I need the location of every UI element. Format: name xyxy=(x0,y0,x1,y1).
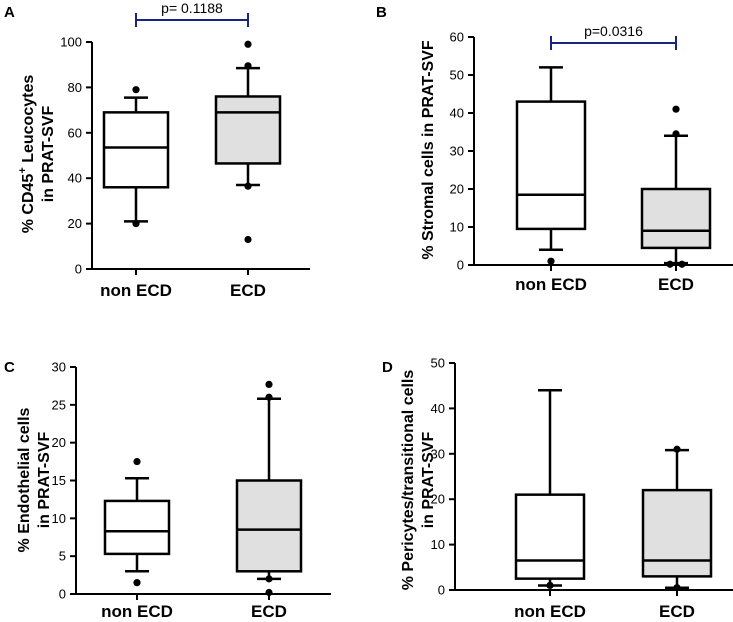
outlier-point xyxy=(244,235,252,244)
p-value-label: p=0.0316 xyxy=(584,23,643,39)
outlier-point xyxy=(673,584,681,592)
outlier-point xyxy=(672,105,680,113)
outlier-point xyxy=(666,260,674,268)
y-tick-label: 0 xyxy=(75,262,82,277)
y-tick-label: 20 xyxy=(52,435,66,450)
y-axis-label-a-line2: in PRAT-SVF xyxy=(40,105,57,202)
y-axis-label-b: % Stromal cells in PRAT-SVF xyxy=(420,40,437,260)
panel-label-c: C xyxy=(4,359,15,376)
outlier-point xyxy=(265,588,273,597)
y-tick-label: 50 xyxy=(450,68,464,83)
panel-label-a: A xyxy=(4,4,15,21)
box-iqr xyxy=(103,499,171,556)
y-tick-label: 15 xyxy=(52,473,66,488)
box-iqr xyxy=(235,479,303,573)
plot-a: 0 20 40 60 80 100 non ECD ECD p= 0.1188 xyxy=(60,0,310,300)
x-category-label: non ECD xyxy=(101,602,173,621)
plot-c: 0 5 10 15 20 25 30 non ECD ECD xyxy=(52,360,331,621)
panel-label-d: D xyxy=(382,359,393,376)
y-tick-label: 20 xyxy=(431,492,445,507)
box-iqr xyxy=(641,488,713,578)
y-tick-label: 40 xyxy=(450,106,464,121)
outlier-point xyxy=(244,40,252,48)
y-tick-label: 10 xyxy=(52,511,66,526)
y-tick-label: 0 xyxy=(438,583,445,598)
outlier-point xyxy=(672,130,680,138)
outlier-point xyxy=(132,220,140,228)
outlier-point xyxy=(673,445,681,453)
outlier-point xyxy=(547,257,555,265)
y-tick-label: 20 xyxy=(450,182,464,197)
x-category-label: ECD xyxy=(230,281,266,300)
outlier-point xyxy=(265,380,273,389)
y-tick-label: 30 xyxy=(450,144,464,159)
plot-d: 0 10 20 30 40 50 non ECD ECD xyxy=(431,356,733,621)
x-category-label: non ECD xyxy=(514,602,586,621)
p-value-label: p= 0.1188 xyxy=(161,0,223,16)
y-axis-label-d: % Pericytes/transitional cells in PRAT-S… xyxy=(400,370,437,591)
y-tick-label: 100 xyxy=(60,35,82,50)
y-tick-label: 5 xyxy=(59,549,66,564)
y-axis-label-a: % CD45+ Leucocytes in PRAT-SVF xyxy=(17,75,57,234)
y-tick-label: 30 xyxy=(431,446,445,461)
y-tick-label: 10 xyxy=(450,220,464,235)
y-axis-label-b-line1: % Stromal cells in PRAT-SVF xyxy=(420,40,437,260)
y-tick-label: 0 xyxy=(59,587,66,602)
y-axis-label-a-line1: % CD45+ Leucocytes xyxy=(17,75,37,234)
outlier-point xyxy=(265,575,273,583)
outlier-point xyxy=(244,182,252,190)
x-category-label: ECD xyxy=(658,275,694,294)
y-tick-label: 50 xyxy=(431,356,445,371)
panel-a: A % CD45+ Leucocytes in PRAT-SVF 0 20 40 60… xyxy=(4,0,310,300)
box-iqr xyxy=(640,187,712,250)
outlier-point xyxy=(133,457,141,466)
y-tick-label: 25 xyxy=(52,397,66,412)
panel-label-b: B xyxy=(376,4,387,21)
y-tick-label: 0 xyxy=(457,258,464,273)
y-axis-label-c-line2: in PRAT-SVF xyxy=(36,431,53,528)
outlier-point xyxy=(546,581,554,590)
box-iqr xyxy=(515,100,587,231)
y-axis-label-d-line2: in PRAT-SVF xyxy=(420,431,437,528)
panel-c: C % Endothelial cells in PRAT-SVF 0 5 10 15… xyxy=(4,359,331,621)
y-axis-label-d-line1: % Pericytes/transitional cells xyxy=(400,370,417,591)
y-tick-label: 40 xyxy=(431,401,445,416)
y-tick-label: 60 xyxy=(450,30,464,45)
outlier-point xyxy=(133,579,141,587)
box-iqr xyxy=(514,493,586,580)
panel-b: B % Stromal cells in PRAT-SVF 0 10 20 30 40 5… xyxy=(376,4,733,294)
box-iqr xyxy=(214,95,282,165)
y-tick-label: 30 xyxy=(52,360,66,375)
y-tick-label: 10 xyxy=(431,537,445,552)
y-tick-label: 40 xyxy=(68,171,82,186)
outlier-point xyxy=(678,260,686,268)
box-iqr xyxy=(102,111,170,189)
y-tick-label: 60 xyxy=(68,125,82,140)
plot-b: 0 10 20 30 40 50 60 non ECD ECD p=0.0316 xyxy=(450,23,733,294)
outlier-point xyxy=(132,86,140,94)
y-axis-label-c: % Endothelial cells in PRAT-SVF xyxy=(16,407,53,552)
panel-d: D % Pericytes/transitional cells in PRAT… xyxy=(382,356,733,621)
y-tick-label: 20 xyxy=(68,216,82,231)
x-category-label: non ECD xyxy=(515,275,587,294)
x-category-label: ECD xyxy=(659,602,695,621)
x-category-label: ECD xyxy=(251,602,287,621)
outlier-point xyxy=(244,62,252,70)
y-tick-label: 80 xyxy=(68,80,82,95)
y-axis-label-c-line1: % Endothelial cells xyxy=(16,407,33,552)
outlier-point xyxy=(265,393,273,401)
x-category-label: non ECD xyxy=(100,281,172,300)
